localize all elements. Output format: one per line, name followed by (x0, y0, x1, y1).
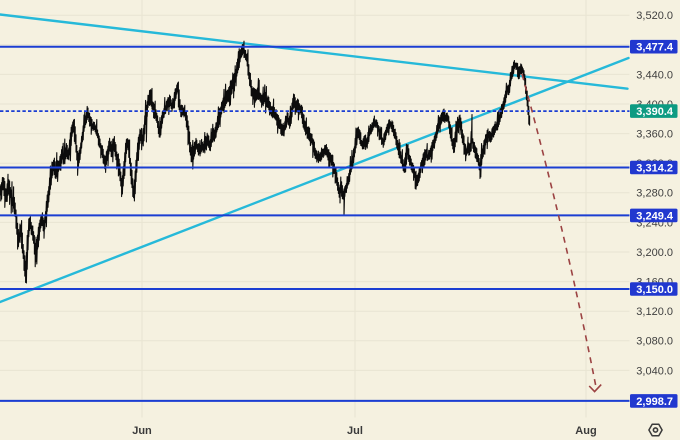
svg-text:Jul: Jul (347, 425, 363, 437)
svg-text:3,150.0: 3,150.0 (636, 284, 673, 296)
svg-text:3,440.0: 3,440.0 (636, 69, 673, 81)
svg-text:3,080.0: 3,080.0 (636, 336, 673, 348)
svg-text:3,120.0: 3,120.0 (636, 306, 673, 318)
svg-text:3,280.0: 3,280.0 (636, 188, 673, 200)
svg-text:Aug: Aug (575, 425, 596, 437)
svg-text:3,477.4: 3,477.4 (636, 42, 674, 54)
svg-text:3,390.4: 3,390.4 (636, 106, 674, 118)
svg-text:Jun: Jun (132, 425, 152, 437)
svg-text:2,998.7: 2,998.7 (636, 396, 673, 408)
svg-text:3,314.2: 3,314.2 (636, 162, 673, 174)
svg-text:3,520.0: 3,520.0 (636, 10, 673, 22)
svg-text:3,040.0: 3,040.0 (636, 365, 673, 377)
svg-text:3,360.0: 3,360.0 (636, 129, 673, 141)
svg-text:3,249.4: 3,249.4 (636, 210, 674, 222)
svg-text:3,200.0: 3,200.0 (636, 247, 673, 259)
